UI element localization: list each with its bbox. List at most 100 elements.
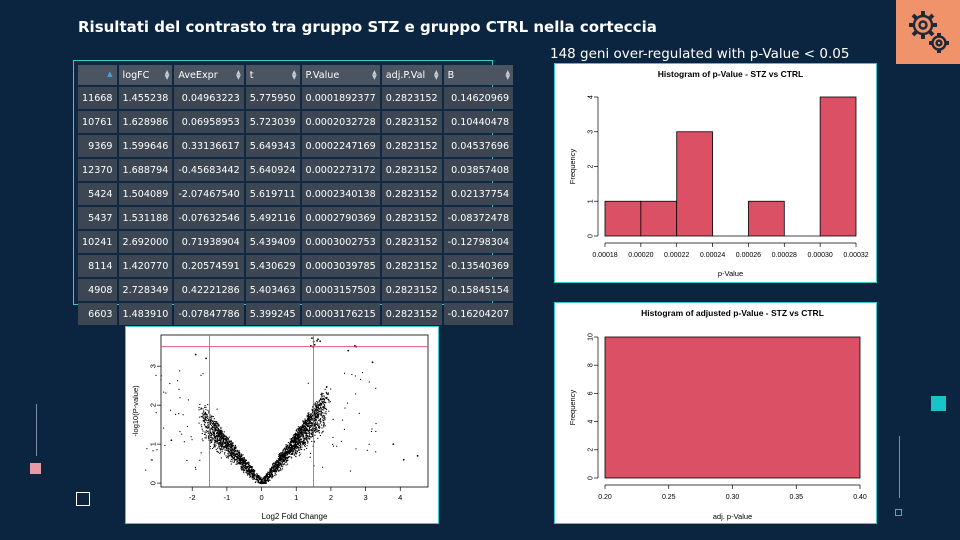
decor-pink-square: [30, 463, 41, 474]
table-row: 12370 1.688794 -0.45683442 5.640924 0.000227…: [78, 159, 514, 181]
table-cell: 0.2823152: [381, 87, 442, 109]
results-table-panel: ▲ logFC ▲ ▼ AveExpr ▲ ▼ t ▲ ▼ P.Value ▲ ▼ adj.P.Val ▲ ▼…: [73, 60, 514, 325]
adj-pvalue-histogram-panel: Histogram of adjusted p-Value - STZ vs C…: [554, 302, 877, 524]
x-tick-label: 1: [294, 493, 298, 502]
y-tick-label: 1: [149, 442, 158, 446]
y-tick-label: 0: [588, 234, 595, 238]
column-header[interactable]: t ▲ ▼: [245, 65, 300, 85]
scatter-point: [170, 439, 173, 442]
scatter-point: [402, 458, 405, 461]
table-cell: 5.403463: [245, 279, 300, 301]
gears-icon-box: [896, 0, 960, 64]
table-cell: 0.06958953: [174, 111, 244, 133]
table-cell: 0.0001892377: [301, 87, 380, 109]
column-header[interactable]: B ▲ ▼: [443, 65, 514, 85]
sort-ascending-icon: ▲: [107, 70, 113, 78]
table-cell: 0.0003176215: [301, 303, 380, 325]
table-cell: 5.439409: [245, 231, 300, 253]
table-row: 10761 1.628986 0.06958953 5.723039 0.0002032…: [78, 111, 514, 133]
x-tick-label: 0.20: [598, 494, 612, 501]
scatter-point: [316, 339, 318, 342]
table-row: 5424 1.504089 -2.07467540 5.619711 0.0002340…: [78, 183, 514, 205]
table-cell: 0.2823152: [381, 279, 442, 301]
x-tick-label: 2: [329, 493, 333, 502]
volcano-plot: -2 -1 0 1 2 3 4 0 1 2 3 Log2 Fold Change -log10(P-va…: [131, 334, 429, 521]
table-cell: 0.0003039785: [301, 255, 380, 277]
table-cell: 9369: [78, 135, 117, 157]
x-tick-label: -1: [224, 493, 231, 502]
table-cell: 2.728349: [118, 279, 173, 301]
adj-pvalue-histogram: Histogram of adjusted p-Value - STZ vs C…: [568, 308, 867, 521]
histogram-bar: [819, 96, 857, 237]
column-header-label: AveExpr: [178, 69, 218, 81]
x-tick-label: 0: [259, 493, 263, 502]
scatter-point: [205, 357, 207, 360]
x-tick-label: 0.30: [726, 494, 740, 501]
x-tick-label: 0.00026: [736, 252, 761, 259]
table-cell: 1.628986: [118, 111, 173, 133]
table-cell: -0.16204207: [443, 303, 514, 325]
sort-icon: ▲ ▼: [236, 69, 241, 81]
scatter-point: [317, 338, 319, 341]
x-tick-label: 0.00020: [628, 252, 653, 259]
column-header[interactable]: ▲: [78, 65, 117, 85]
table-cell: 0.14620969: [443, 87, 514, 109]
table-cell: -0.07847786: [174, 303, 244, 325]
decor-small-square: [895, 509, 902, 516]
histogram-bar: [640, 200, 678, 237]
table-cell: 0.04963223: [174, 87, 244, 109]
table-row: 10241 2.692000 0.71938904 5.439409 0.0003002…: [78, 231, 514, 253]
decor-line: [36, 404, 37, 456]
plot-frame: [160, 334, 429, 488]
column-header[interactable]: adj.P.Val ▲ ▼: [381, 65, 442, 85]
table-cell: 5.619711: [245, 183, 300, 205]
scatter-point: [347, 349, 350, 352]
y-tick-label: 6: [588, 391, 595, 395]
x-axis-label: p-Value: [718, 269, 743, 278]
table-cell: 5.399245: [245, 303, 300, 325]
table-cell: 1.688794: [118, 159, 173, 181]
chart-title: Histogram of p-Value - STZ vs CTRL: [658, 69, 803, 79]
histogram-bar: [604, 336, 861, 479]
table-cell: 11668: [78, 87, 117, 109]
sort-icon: ▲ ▼: [164, 69, 170, 81]
x-tick-label: -2: [189, 493, 196, 502]
table-cell: 0.33136617: [174, 135, 244, 157]
table-cell: 0.2823152: [381, 231, 442, 253]
column-header[interactable]: logFC ▲ ▼: [118, 65, 173, 85]
column-header-label: B: [447, 69, 455, 81]
y-tick-label: 10: [588, 333, 595, 341]
table-cell: 2.692000: [118, 231, 173, 253]
sort-icon: ▲ ▼: [434, 69, 439, 81]
table-cell: -2.07467540: [174, 183, 244, 205]
table-cell: 8114: [78, 255, 117, 277]
table-cell: 0.2823152: [381, 255, 442, 277]
table-cell: -0.07632546: [174, 207, 244, 229]
table-cell: 1.420770: [118, 255, 173, 277]
table-body: 11668 1.455238 0.04963223 5.775950 0.0001892…: [78, 87, 514, 325]
table-cell: 0.20574591: [174, 255, 244, 277]
table-cell: 4908: [78, 279, 117, 301]
decor-line: [899, 436, 900, 498]
table-cell: 5.775950: [245, 87, 300, 109]
y-tick-label: 1: [588, 199, 595, 203]
column-header[interactable]: P.Value ▲ ▼: [301, 65, 380, 85]
table-row: 8114 1.420770 0.20574591 5.430629 0.00030397…: [78, 255, 514, 277]
table-cell: 1.531188: [118, 207, 173, 229]
x-tick-label: 4: [398, 493, 402, 502]
histogram-bar: [676, 131, 713, 237]
sort-icon: ▲ ▼: [291, 69, 297, 81]
table-cell: 0.2823152: [381, 207, 442, 229]
table-cell: 0.03857408: [443, 159, 514, 181]
decor-outline-square: [76, 492, 90, 506]
table-row: 9369 1.599646 0.33136617 5.649343 0.00022471…: [78, 135, 514, 157]
scatter-point: [371, 361, 374, 364]
chart-title: Histogram of adjusted p-Value - STZ vs C…: [641, 308, 824, 318]
column-header[interactable]: AveExpr ▲ ▼: [174, 65, 244, 85]
sort-icon: ▲ ▼: [505, 69, 511, 81]
table-cell: 0.2823152: [381, 159, 442, 181]
y-tick-label: 0: [588, 476, 595, 480]
volcano-plot-panel: -2 -1 0 1 2 3 4 0 1 2 3 Log2 Fold Change -log10(P-va…: [125, 326, 439, 524]
table-cell: 0.2823152: [381, 135, 442, 157]
x-tick-label: 3: [363, 493, 367, 502]
